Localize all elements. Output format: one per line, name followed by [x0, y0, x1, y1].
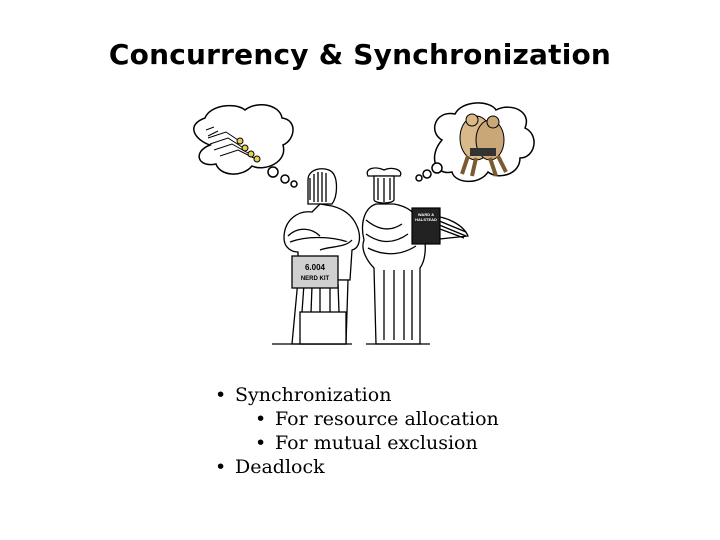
left-thought-cloud: [193, 103, 298, 188]
bullet-list: • Synchronization • For resource allocat…: [215, 383, 499, 479]
bullet-marker: •: [215, 384, 227, 406]
bullet-item: • For resource allocation: [215, 407, 499, 431]
book: WARD & HALSTEAD: [411, 207, 441, 245]
bullet-text: Synchronization: [235, 384, 392, 406]
bullet-item: • For mutual exclusion: [215, 431, 499, 455]
sumo-wrestlers-icon: [459, 113, 508, 177]
left-figure: [272, 168, 361, 345]
bullet-text: For mutual exclusion: [275, 432, 478, 454]
book-label-line2: HALSTEAD: [415, 217, 437, 222]
illustration: 6.004 NERD KIT WARD & HALSTEAD: [193, 102, 535, 345]
nerd-kit-label-line1: 6.004: [305, 263, 326, 272]
bullet-marker: •: [255, 432, 267, 454]
nerd-kit-label-line2: NERD KIT: [301, 276, 330, 282]
bullet-text: Deadlock: [235, 456, 325, 478]
slide-title: Concurrency & Synchronization: [108, 38, 612, 71]
bullet-item: • Synchronization: [215, 383, 499, 407]
right-figure: [361, 167, 469, 345]
book-label-line1: WARD &: [418, 212, 434, 217]
nerd-kit-box: 6.004 NERD KIT: [291, 255, 339, 289]
bullet-marker: •: [215, 456, 227, 478]
bullet-marker: •: [255, 408, 267, 430]
bullet-item: • Deadlock: [215, 455, 499, 479]
swimmers-icon: [205, 126, 261, 163]
bullet-text: For resource allocation: [275, 408, 499, 430]
